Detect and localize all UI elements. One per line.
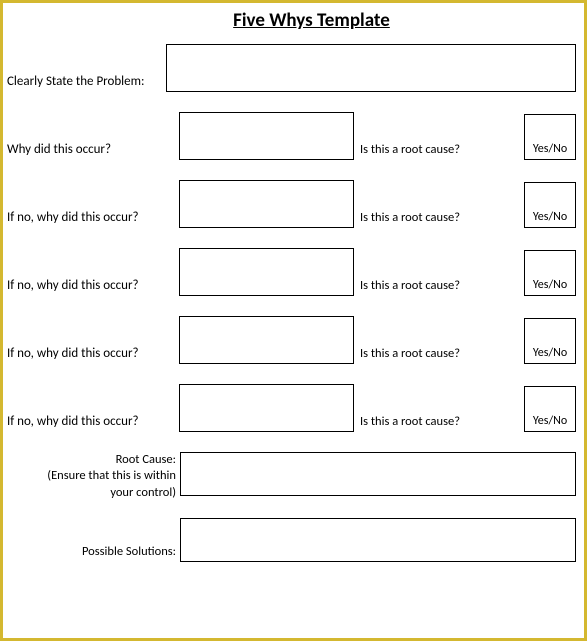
- why-row-1: Why did this occur? Is this a root cause…: [7, 112, 576, 160]
- solutions-label: Possible Solutions:: [7, 544, 180, 562]
- problem-row: Clearly State the Problem:: [7, 44, 576, 92]
- yesno-text-5: Yes/No: [533, 414, 567, 428]
- page-title: Five Whys Template: [47, 9, 576, 32]
- why-row-4: If no, why did this occur? Is this a roo…: [7, 316, 576, 364]
- yesno-input-3[interactable]: Yes/No: [524, 250, 576, 296]
- root-cause-input[interactable]: [180, 452, 576, 496]
- why-label-4: If no, why did this occur?: [7, 346, 179, 364]
- root-cause-question-1: Is this a root cause?: [354, 142, 466, 160]
- root-cause-question-2: Is this a root cause?: [354, 210, 466, 228]
- problem-input[interactable]: [166, 44, 576, 92]
- why-row-5: If no, why did this occur? Is this a roo…: [7, 384, 576, 432]
- yesno-text-4: Yes/No: [533, 346, 567, 360]
- solutions-row: Possible Solutions:: [7, 518, 576, 562]
- why-input-1[interactable]: [179, 112, 354, 160]
- root-cause-row: Root Cause: (Ensure that this is within …: [7, 452, 576, 504]
- root-cause-question-3: Is this a root cause?: [354, 278, 466, 296]
- why-row-3: If no, why did this occur? Is this a roo…: [7, 248, 576, 296]
- why-label-5: If no, why did this occur?: [7, 414, 179, 432]
- yesno-text-2: Yes/No: [533, 210, 567, 224]
- root-cause-label: Root Cause: (Ensure that this is within …: [7, 452, 180, 504]
- problem-label: Clearly State the Problem:: [7, 74, 166, 92]
- root-cause-question-4: Is this a root cause?: [354, 346, 466, 364]
- root-cause-label-line1: Root Cause:: [116, 452, 176, 467]
- root-cause-label-line2: (Ensure that this is within: [47, 468, 176, 483]
- root-cause-label-line3: your control): [110, 485, 176, 500]
- why-label-1: Why did this occur?: [7, 142, 179, 160]
- document-frame: Five Whys Template Clearly State the Pro…: [0, 0, 587, 641]
- yesno-input-5[interactable]: Yes/No: [524, 386, 576, 432]
- yesno-text-3: Yes/No: [533, 278, 567, 292]
- solutions-input[interactable]: [180, 518, 576, 562]
- yesno-input-4[interactable]: Yes/No: [524, 318, 576, 364]
- yesno-input-1[interactable]: Yes/No: [524, 114, 576, 160]
- why-input-4[interactable]: [179, 316, 354, 364]
- root-cause-question-5: Is this a root cause?: [354, 414, 466, 432]
- why-label-3: If no, why did this occur?: [7, 278, 179, 296]
- why-input-5[interactable]: [179, 384, 354, 432]
- why-label-2: If no, why did this occur?: [7, 210, 179, 228]
- yesno-input-2[interactable]: Yes/No: [524, 182, 576, 228]
- why-row-2: If no, why did this occur? Is this a roo…: [7, 180, 576, 228]
- yesno-text-1: Yes/No: [533, 142, 567, 156]
- why-input-2[interactable]: [179, 180, 354, 228]
- why-input-3[interactable]: [179, 248, 354, 296]
